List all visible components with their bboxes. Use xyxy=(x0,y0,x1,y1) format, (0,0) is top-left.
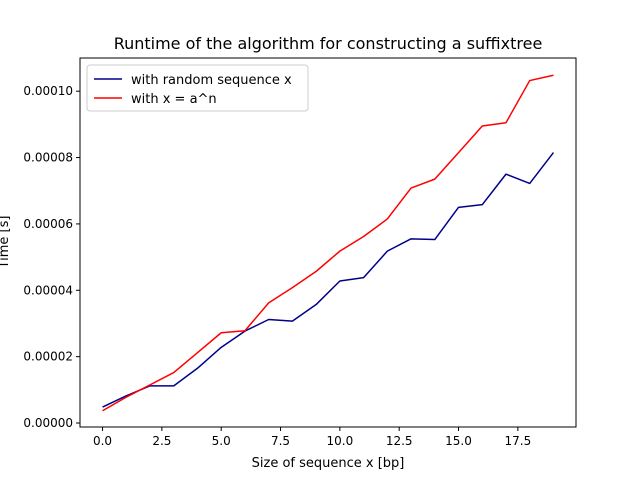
y-tick-label: 0.00000 xyxy=(23,416,73,430)
legend-box xyxy=(86,64,309,112)
y-tick-label: 0.00010 xyxy=(23,84,73,98)
y-axis-ticks: 0.00000 0.00002 0.00004 0.00006 0.00008 0.000… xyxy=(23,84,80,430)
series-line-2 xyxy=(102,74,554,412)
y-tick-label: 0.00006 xyxy=(23,217,73,231)
legend-label: with random sequence x xyxy=(131,73,292,88)
x-tick-label: 10.0 xyxy=(327,434,354,448)
y-tick-label: 0.00008 xyxy=(23,151,73,165)
x-tick-label: 17.5 xyxy=(504,434,531,448)
series-layer xyxy=(102,74,555,412)
x-tick-label: 0.0 xyxy=(93,434,112,448)
legend: with random sequence x with x = a^n xyxy=(86,64,309,112)
legend-label: with x = a^n xyxy=(131,92,217,107)
x-tick-label: 7.5 xyxy=(271,434,290,448)
x-tick-label: 2.5 xyxy=(152,434,171,448)
x-tick-label: 15.0 xyxy=(445,434,472,448)
y-axis-label: Time [s] xyxy=(0,216,12,270)
plot-frame xyxy=(79,57,577,428)
y-tick-label: 0.00004 xyxy=(23,283,73,297)
chart-title: Runtime of the algorithm for constructin… xyxy=(114,34,543,53)
x-tick-label: 12.5 xyxy=(386,434,413,448)
series-line-1 xyxy=(102,152,555,408)
x-axis-ticks: 0.0 2.5 5.0 7.5 10.0 12.5 15.0 17.5 xyxy=(93,427,531,448)
y-tick-label: 0.00002 xyxy=(23,350,73,364)
x-tick-label: 5.0 xyxy=(212,434,231,448)
x-axis-label: Size of sequence x [bp] xyxy=(252,456,405,471)
